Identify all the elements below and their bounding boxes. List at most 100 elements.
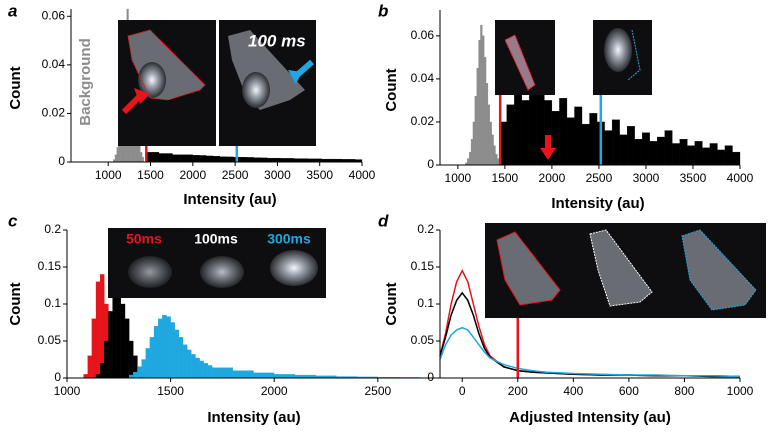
x-tick-label: 2500 — [364, 384, 391, 398]
bar — [203, 363, 209, 379]
bar — [108, 311, 113, 379]
y-tick-label: 0.02 — [42, 106, 66, 120]
inset-label: 300ms — [267, 231, 311, 247]
x-tick-label: 3500 — [306, 168, 333, 182]
bar — [274, 374, 296, 379]
y-tick-label: 0 — [427, 370, 434, 384]
bar — [717, 149, 726, 166]
bar — [211, 367, 233, 379]
y-tick-label: 0.05 — [38, 333, 62, 347]
bar — [153, 326, 159, 379]
y-tick-label: 0.2 — [44, 222, 61, 236]
arrowhead — [134, 88, 150, 104]
bar — [482, 35, 485, 166]
x-axis-label: Intensity (au) — [183, 191, 276, 208]
bar — [536, 91, 545, 166]
bar — [604, 130, 613, 166]
y-axis-label: Count — [7, 282, 24, 325]
bar — [724, 145, 733, 166]
bar — [226, 156, 234, 163]
bar — [514, 93, 522, 166]
bar — [246, 157, 254, 163]
bar — [559, 98, 568, 166]
bar — [87, 355, 93, 379]
bar — [158, 318, 163, 379]
bar — [649, 141, 658, 166]
bar — [253, 157, 261, 163]
bar — [566, 117, 575, 166]
bar — [702, 147, 711, 166]
bar — [619, 134, 628, 166]
bar — [478, 39, 481, 166]
bar — [694, 141, 703, 166]
bar — [95, 374, 101, 379]
x-tick-label: 2500 — [222, 168, 249, 182]
bar — [611, 119, 620, 166]
outline — [627, 29, 641, 81]
y-tick-label: 0.04 — [42, 57, 66, 71]
x-tick-label: 1500 — [492, 171, 519, 185]
bar — [487, 104, 490, 166]
x-tick-label: 1000 — [95, 168, 122, 182]
y-tick-label: 0.15 — [411, 259, 435, 273]
y-tick-label: 0.05 — [411, 333, 435, 347]
y-tick-label: 0 — [427, 157, 434, 171]
bar — [626, 126, 635, 166]
bar — [185, 154, 193, 163]
outline — [127, 29, 206, 101]
panel-letter: a — [8, 1, 17, 20]
y-tick-label: 0.06 — [42, 8, 66, 22]
bar — [489, 121, 492, 166]
bar — [158, 153, 166, 163]
x-tick-label: 400 — [563, 384, 583, 398]
bar — [170, 322, 175, 379]
bar — [207, 365, 213, 379]
x-tick-label: 4000 — [727, 171, 754, 185]
bar — [273, 157, 281, 163]
bar — [178, 337, 184, 379]
bar — [672, 143, 680, 166]
bar — [152, 152, 160, 163]
bar — [476, 67, 479, 166]
y-tick-label: 0.1 — [417, 296, 434, 310]
bar — [495, 154, 498, 166]
bar — [521, 100, 530, 166]
bar — [634, 139, 643, 166]
cell — [681, 229, 757, 311]
bar — [192, 155, 200, 163]
bar — [116, 289, 122, 379]
x-tick-label: 2000 — [179, 168, 206, 182]
bar — [83, 374, 88, 379]
panel-letter: c — [8, 211, 18, 230]
y-axis-label: Count — [383, 68, 400, 111]
bar — [166, 316, 171, 379]
x-tick-label: 1000 — [445, 171, 472, 185]
x-tick-label: 1500 — [157, 384, 184, 398]
bar — [120, 303, 126, 379]
y-tick-label: 0.2 — [417, 222, 434, 236]
inset-label: 100 ms — [248, 31, 306, 50]
bar — [232, 370, 254, 379]
bar — [104, 340, 109, 379]
cell-glow — [200, 256, 244, 288]
y-tick-label: 0.15 — [38, 259, 62, 273]
bar — [469, 151, 472, 166]
bar — [467, 158, 470, 166]
bar — [112, 296, 117, 379]
cell-glow — [138, 62, 166, 98]
x-tick-label: 2500 — [586, 171, 613, 185]
bar — [124, 318, 130, 379]
x-axis-label: Intensity (au) — [207, 409, 300, 426]
bar — [294, 158, 302, 163]
bar — [195, 357, 200, 379]
x-tick-label: 200 — [508, 384, 528, 398]
cell-glow — [242, 72, 270, 108]
bar — [212, 156, 221, 163]
x-tick-label: 800 — [674, 384, 694, 398]
cell-glow — [270, 250, 318, 286]
bar — [129, 340, 134, 379]
x-tick-label: 3000 — [633, 171, 660, 185]
bar — [187, 349, 192, 379]
bar — [165, 153, 173, 163]
bar — [581, 123, 590, 166]
